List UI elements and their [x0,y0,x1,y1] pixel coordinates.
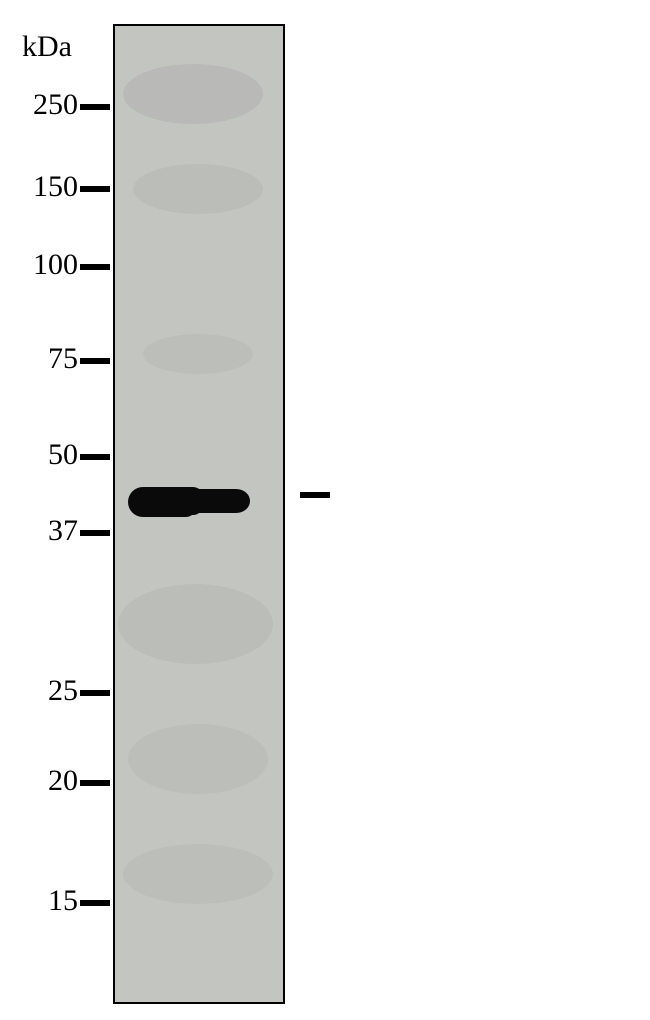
mw-label-150: 150 [18,170,78,204]
band-position-marker [300,492,330,498]
mw-tick-100 [80,264,110,270]
mw-label-15: 15 [18,884,78,918]
mw-tick-25 [80,690,110,696]
mw-tick-50 [80,454,110,460]
mw-tick-250 [80,104,110,110]
mw-tick-15 [80,900,110,906]
mw-label-250: 250 [18,88,78,122]
mw-label-25: 25 [18,674,78,708]
mw-tick-75 [80,358,110,364]
mw-label-20: 20 [18,764,78,798]
axis-label-kda: kDa [22,30,72,64]
mw-label-75: 75 [18,342,78,376]
mw-tick-150 [80,186,110,192]
mw-tick-37 [80,530,110,536]
mw-label-100: 100 [18,248,78,282]
blot-figure: kDa 250 150 100 75 50 37 25 20 15 [0,10,650,1010]
mw-label-50: 50 [18,438,78,472]
mw-label-37: 37 [18,514,78,548]
lane-border [113,24,285,1004]
mw-tick-20 [80,780,110,786]
